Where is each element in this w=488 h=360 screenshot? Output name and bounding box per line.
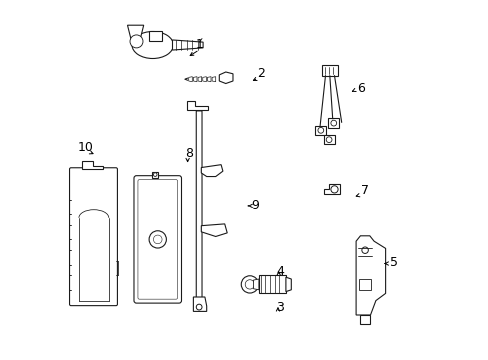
Polygon shape [321, 65, 337, 76]
Text: 10: 10 [78, 141, 94, 154]
Circle shape [317, 127, 323, 133]
Text: 3: 3 [276, 301, 284, 314]
Polygon shape [193, 77, 197, 82]
Polygon shape [82, 161, 103, 169]
Circle shape [153, 173, 157, 176]
Text: 6: 6 [357, 82, 365, 95]
Polygon shape [201, 165, 223, 176]
Polygon shape [355, 236, 385, 315]
Circle shape [130, 35, 142, 48]
Polygon shape [258, 275, 285, 293]
Polygon shape [323, 184, 339, 194]
Circle shape [361, 247, 367, 253]
Polygon shape [328, 118, 339, 128]
Polygon shape [149, 31, 162, 41]
Polygon shape [201, 224, 227, 237]
Circle shape [153, 235, 162, 244]
Polygon shape [360, 315, 369, 324]
Polygon shape [152, 172, 158, 178]
Circle shape [149, 231, 166, 248]
Polygon shape [358, 279, 370, 290]
Ellipse shape [132, 31, 173, 58]
Text: 1: 1 [195, 39, 203, 51]
FancyBboxPatch shape [134, 176, 181, 303]
Polygon shape [207, 77, 211, 82]
Circle shape [325, 137, 331, 143]
Polygon shape [285, 277, 291, 292]
Polygon shape [203, 77, 206, 82]
Polygon shape [253, 279, 258, 290]
Text: 7: 7 [360, 184, 368, 197]
Circle shape [330, 120, 336, 126]
Text: 4: 4 [276, 265, 284, 278]
FancyBboxPatch shape [69, 168, 117, 306]
Polygon shape [188, 77, 192, 82]
Polygon shape [193, 297, 206, 311]
Text: 5: 5 [389, 256, 397, 269]
Circle shape [244, 280, 254, 289]
Polygon shape [186, 101, 207, 110]
Text: 9: 9 [251, 199, 259, 212]
Polygon shape [127, 25, 143, 40]
Circle shape [196, 304, 202, 310]
Text: 8: 8 [184, 147, 192, 159]
Circle shape [241, 276, 258, 293]
Circle shape [330, 186, 337, 193]
Polygon shape [212, 77, 215, 82]
Polygon shape [315, 126, 325, 135]
Polygon shape [219, 72, 232, 84]
FancyBboxPatch shape [138, 180, 177, 299]
Polygon shape [172, 40, 203, 50]
Polygon shape [198, 77, 201, 82]
Polygon shape [323, 135, 334, 144]
Text: 2: 2 [256, 67, 264, 80]
FancyBboxPatch shape [196, 111, 202, 298]
